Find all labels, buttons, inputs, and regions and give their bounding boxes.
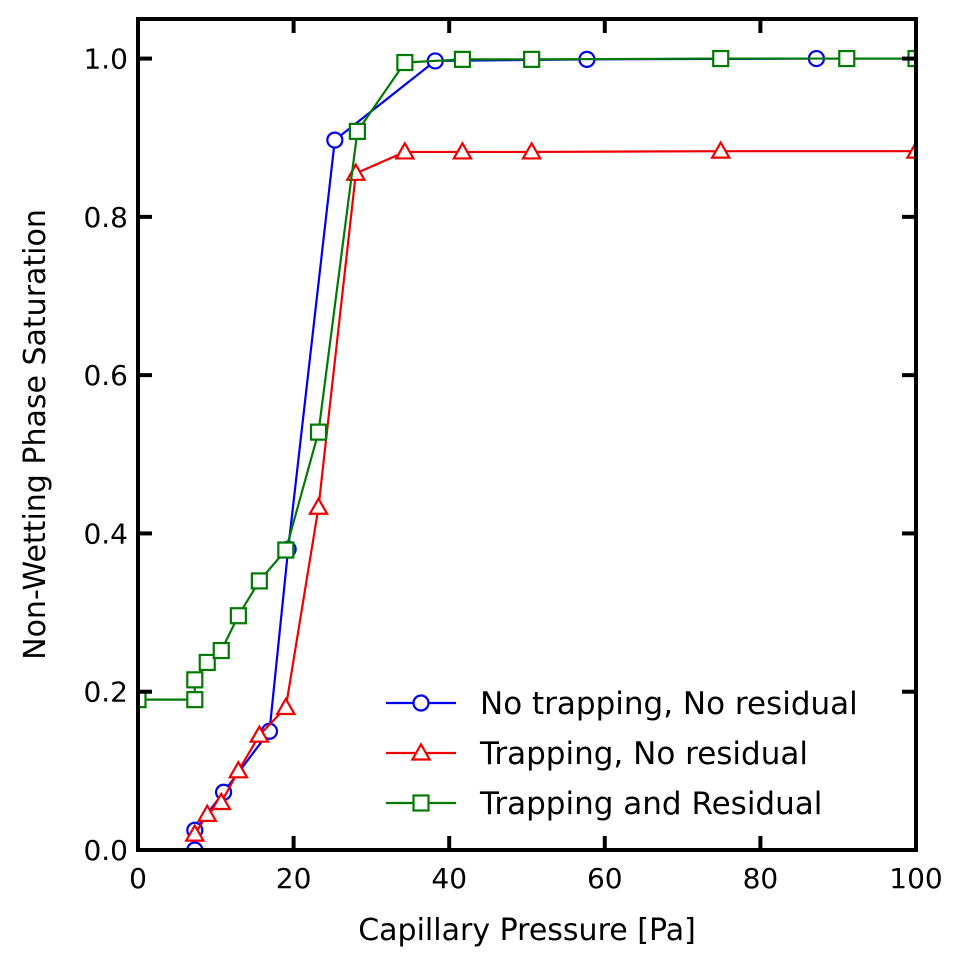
data-point-1-4 (248, 724, 270, 743)
y-tick-label: 0.0 (83, 834, 128, 867)
data-point-1-11 (710, 140, 732, 159)
data-point-0-5 (326, 131, 344, 149)
data-point-1-8 (394, 141, 416, 160)
legend-marker-1 (410, 742, 432, 761)
axis-tick-labels: 0 20 40 60 80 100 0.0 0.2 0.4 0.6 0.8 1.0 (83, 43, 942, 895)
y-tick-label: 0.8 (83, 201, 128, 234)
data-point-1-10 (521, 141, 543, 160)
legend-marker-2 (412, 794, 430, 812)
data-point-1-12 (905, 140, 916, 159)
data-point-1-5 (275, 696, 297, 716)
data-point-1-6 (307, 496, 330, 515)
data-point-2-5 (229, 607, 247, 625)
plot-frame (136, 17, 918, 852)
x-tick-label: 60 (587, 862, 623, 895)
series-1 (184, 140, 916, 842)
data-point-2-4 (212, 641, 230, 660)
x-tick-label: 40 (431, 862, 467, 895)
x-tick-label: 100 (889, 862, 942, 895)
data-point-1-1 (196, 803, 218, 822)
data-point-2-3 (198, 653, 216, 672)
series-line-2 (138, 57, 916, 701)
legend-item-0: No trapping, No residual (386, 686, 858, 722)
data-point-1-3 (227, 760, 249, 779)
legend-label-1: Trapping, No residual (479, 736, 808, 772)
y-tick-label: 0.4 (83, 517, 128, 550)
data-point-2-12 (523, 50, 541, 68)
legend: No trapping, No residual Trapping, No res… (386, 686, 858, 822)
data-point-2-13 (712, 49, 730, 68)
data-point-2-6 (250, 572, 268, 590)
data-point-2-14 (838, 49, 856, 68)
y-tick-label: 1.0 (83, 43, 128, 76)
x-tick-label: 0 (129, 862, 147, 895)
legend-marker-0 (412, 694, 430, 712)
data-point-1-7 (345, 162, 367, 181)
data-point-1-9 (451, 141, 473, 160)
data-point-2-0 (138, 691, 147, 709)
x-axis-label: Capillary Pressure [Pa] (358, 913, 696, 948)
data-point-2-7 (277, 541, 295, 559)
legend-label-2: Trapping and Residual (479, 786, 822, 822)
legend-label-0: No trapping, No residual (480, 686, 858, 722)
data-point-2-2 (186, 671, 204, 689)
data-point-2-10 (396, 53, 414, 72)
y-tick-label: 0.6 (83, 359, 128, 392)
data-point-2-1 (186, 691, 204, 709)
axis-ticks (136, 19, 918, 852)
data-point-2-8 (309, 423, 328, 441)
data-point-1-2 (210, 791, 232, 811)
data-point-2-9 (348, 122, 366, 140)
plot-area (138, 49, 916, 850)
series-line-0 (193, 57, 916, 850)
legend-item-1: Trapping, No residual (386, 736, 808, 772)
y-axis-label: Non-Wetting Phase Saturation (18, 209, 53, 660)
x-tick-label: 80 (743, 862, 779, 895)
data-point-1-0 (184, 823, 206, 842)
legend-item-2: Trapping and Residual (386, 786, 822, 822)
series-2 (138, 49, 916, 709)
x-tick-label: 20 (276, 862, 312, 895)
data-point-2-11 (453, 50, 472, 68)
series-line-1 (193, 150, 916, 835)
y-tick-label: 0.2 (83, 676, 128, 709)
